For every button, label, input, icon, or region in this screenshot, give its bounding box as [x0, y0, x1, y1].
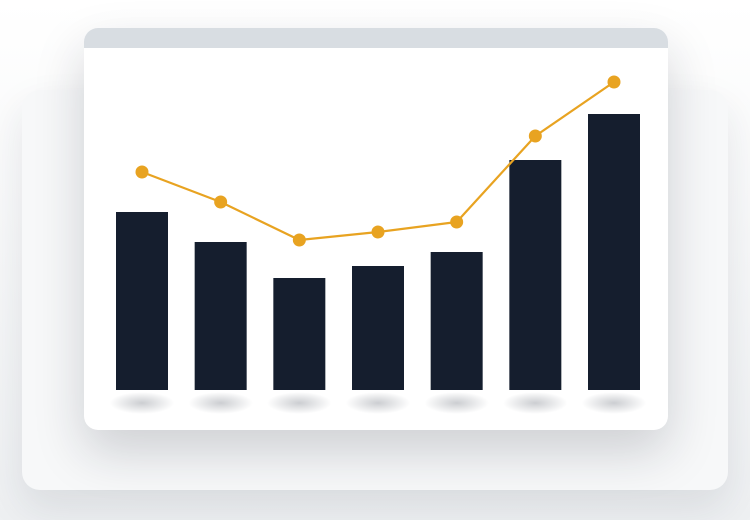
- marker: [450, 216, 463, 229]
- bar: [116, 212, 168, 390]
- card-header-strip: [84, 28, 668, 48]
- marker: [136, 166, 149, 179]
- bar: [195, 242, 247, 390]
- combo-chart: [84, 48, 668, 430]
- stage: [0, 0, 750, 520]
- bar-shadows: [110, 392, 646, 414]
- marker: [608, 76, 621, 89]
- marker: [214, 196, 227, 209]
- bar: [273, 278, 325, 390]
- marker: [372, 226, 385, 239]
- bar: [431, 252, 483, 390]
- bar: [509, 160, 561, 390]
- marker: [293, 234, 306, 247]
- chart-area: [84, 48, 668, 430]
- bars: [116, 114, 640, 390]
- bar: [588, 114, 640, 390]
- marker: [529, 130, 542, 143]
- chart-card: [84, 28, 668, 430]
- bar: [352, 266, 404, 390]
